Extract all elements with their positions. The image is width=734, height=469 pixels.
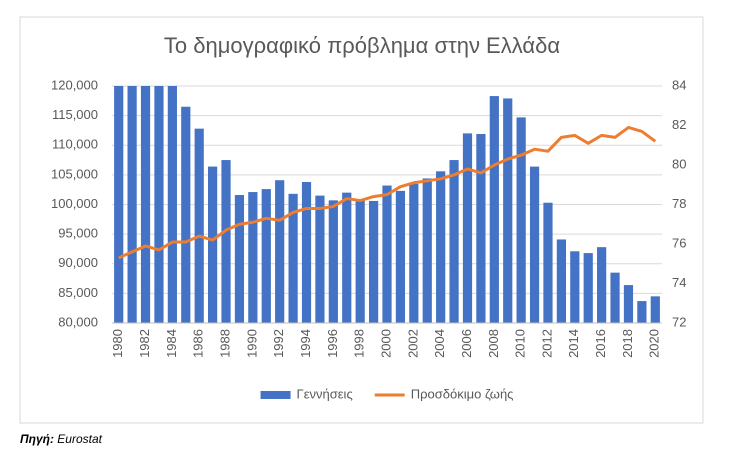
bar <box>597 247 607 323</box>
bar <box>181 106 191 323</box>
x-tick-label: 2006 <box>459 329 474 358</box>
bar <box>529 166 540 323</box>
bar <box>650 296 660 323</box>
y-tick-label: 110,000 <box>52 137 98 152</box>
x-tick-label: 1982 <box>137 329 152 358</box>
x-tick-label: 1986 <box>191 329 206 358</box>
bar <box>409 183 419 323</box>
y2-tick-label: 80 <box>672 156 686 171</box>
bar <box>462 133 473 323</box>
y-tick-label: 85,000 <box>58 285 98 300</box>
legend-swatch <box>260 391 291 399</box>
line <box>118 125 657 260</box>
source-text: Eurostat <box>57 432 102 446</box>
y-tick-label: 100,000 <box>51 196 98 211</box>
bar <box>154 86 164 323</box>
bar <box>127 86 137 323</box>
x-tick-label: 2014 <box>566 329 581 358</box>
bar <box>556 239 566 323</box>
bar <box>208 166 218 323</box>
legend-label: Προσδόκιμο ζωής <box>411 386 514 401</box>
bar <box>167 86 177 323</box>
bar <box>248 192 258 323</box>
bar <box>623 285 634 323</box>
y-tick-label: 120,000 <box>51 77 98 92</box>
bar <box>503 98 513 323</box>
bar <box>355 199 365 323</box>
x-tick-label: 2002 <box>405 329 420 358</box>
x-tick-label: 2000 <box>378 329 393 358</box>
bar <box>422 178 432 323</box>
bar <box>489 96 499 323</box>
x-tick-label: 2004 <box>432 329 447 358</box>
y2-tick-label: 76 <box>672 235 686 250</box>
y2-tick-label: 72 <box>672 314 686 329</box>
bar <box>140 86 151 323</box>
source: Πηγή: Eurostat <box>20 432 103 446</box>
bar <box>382 185 392 323</box>
x-tick-label: 2018 <box>620 329 635 358</box>
x-tick-label: 2020 <box>647 329 662 358</box>
legend: Γεννήσεις Προσδόκιμο ζωής <box>260 386 514 401</box>
bar <box>637 301 647 323</box>
x-tick-label: 1988 <box>217 329 232 358</box>
y2-tick-label: 74 <box>672 275 686 290</box>
y-tick-label: 80,000 <box>58 314 98 329</box>
chart-title: Το δημογραφικό πρόβλημα στην Ελλάδα <box>164 33 560 58</box>
bar <box>368 200 379 323</box>
bar <box>516 117 526 323</box>
bar <box>275 180 285 323</box>
y2-tick-label: 78 <box>672 196 686 211</box>
y-tick-label: 105,000 <box>51 166 98 181</box>
x-tick-label: 2008 <box>486 329 501 358</box>
bar <box>261 189 271 323</box>
bar <box>194 128 204 323</box>
bar <box>449 160 459 323</box>
bar <box>288 193 298 323</box>
x-tick-label: 2016 <box>593 329 608 358</box>
bar <box>583 253 593 323</box>
x-tick-label: 1990 <box>244 329 259 358</box>
y-tick-label: 90,000 <box>58 255 98 270</box>
bar <box>342 192 352 323</box>
x-tick-label: 1994 <box>298 329 313 358</box>
bar <box>436 171 446 323</box>
y-tick-label: 115,000 <box>52 107 98 122</box>
x-tick-label: 1980 <box>110 329 125 358</box>
bar <box>395 190 406 323</box>
x-tick-label: 1998 <box>352 329 367 358</box>
bar <box>570 251 580 323</box>
x-tick-label: 2010 <box>513 329 528 358</box>
bar <box>328 200 338 323</box>
bar <box>114 86 124 323</box>
y2-tick-label: 82 <box>672 117 686 132</box>
bar <box>301 181 312 323</box>
x-tick-label: 1996 <box>325 329 340 358</box>
bar <box>543 202 553 323</box>
bar <box>221 160 231 323</box>
bar <box>476 133 486 323</box>
x-tick-label: 1992 <box>271 329 286 358</box>
source-label: Πηγή: <box>20 432 54 446</box>
y2-tick-label: 84 <box>672 77 686 92</box>
bar <box>315 195 325 323</box>
bar <box>234 195 245 323</box>
x-tick-label: 1984 <box>164 329 179 358</box>
bar <box>610 272 620 323</box>
x-tick-label: 2012 <box>539 329 554 358</box>
y-tick-label: 95,000 <box>58 226 98 241</box>
legend-label: Γεννήσεις <box>297 386 353 401</box>
